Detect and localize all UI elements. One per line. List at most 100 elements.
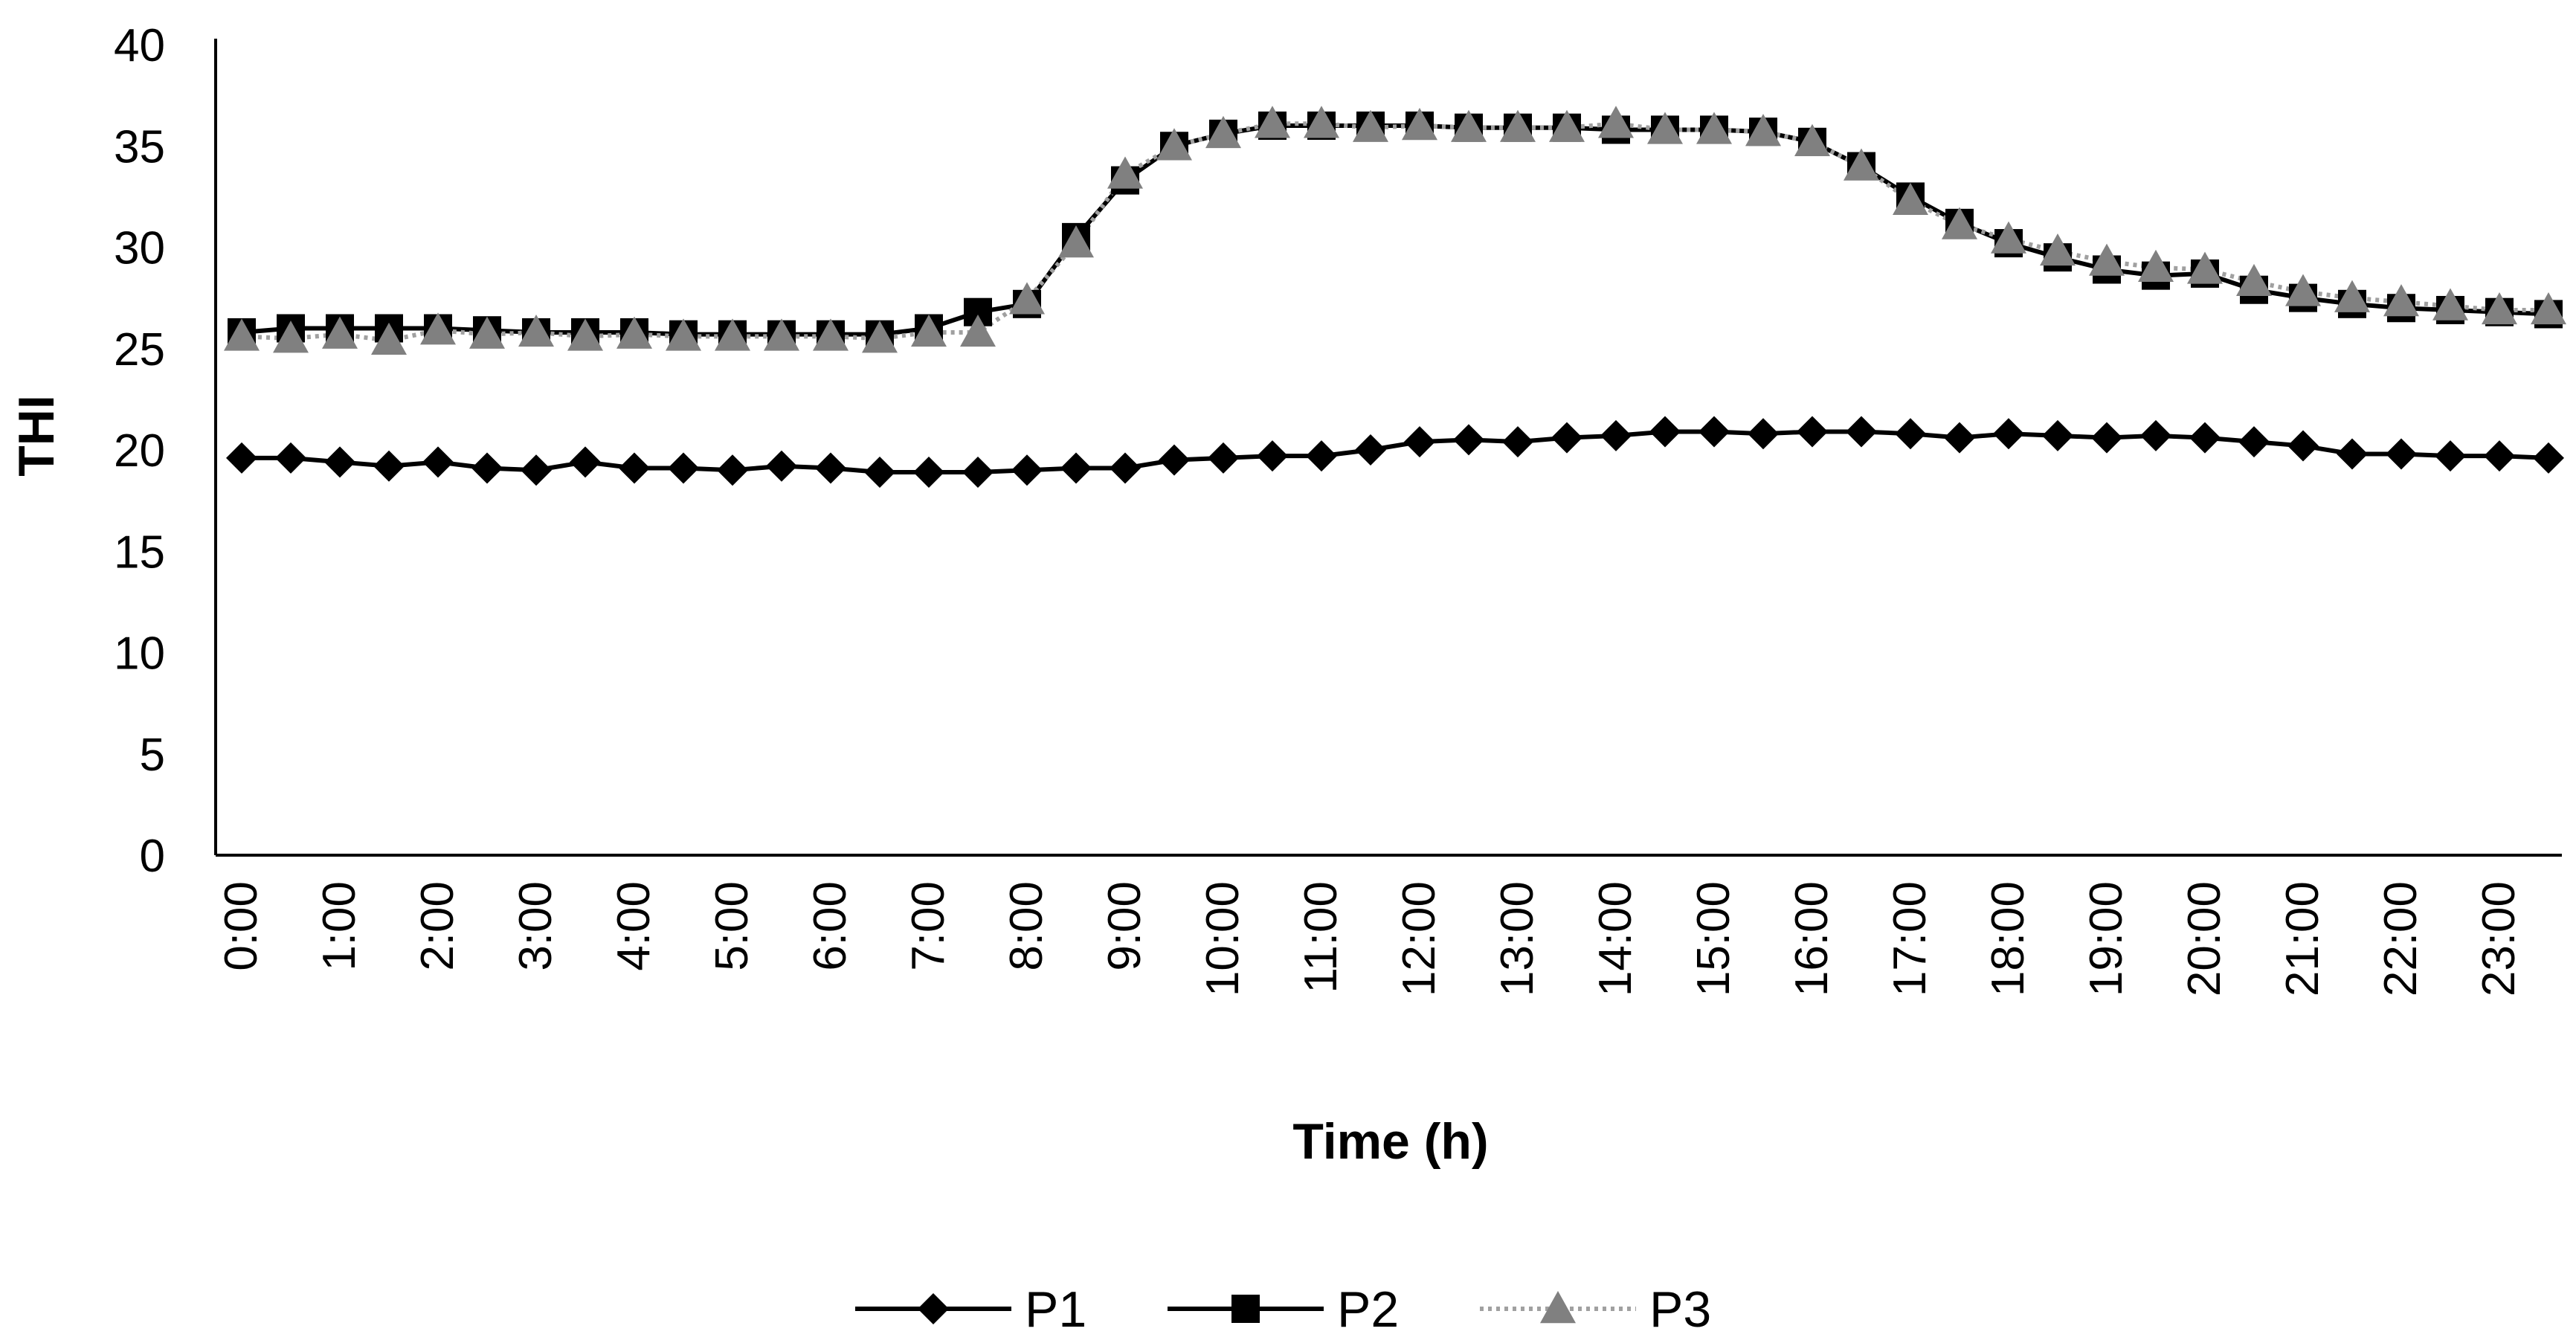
point-p1 — [815, 452, 846, 484]
point-p1 — [2287, 430, 2319, 462]
point-p1 — [1404, 426, 1435, 458]
series-markers — [224, 106, 2566, 488]
point-p1 — [1649, 416, 1681, 448]
point-p3 — [1696, 112, 1732, 144]
y-tick-label: 30 — [114, 223, 165, 274]
point-p1 — [668, 452, 699, 484]
legend-label: P1 — [1025, 1281, 1086, 1338]
point-p1 — [2238, 426, 2270, 458]
point-p3 — [2187, 251, 2223, 284]
point-p3 — [518, 314, 554, 347]
point-p3 — [1107, 156, 1143, 189]
legend-item-p3: P3 — [1480, 1281, 1711, 1338]
point-p3 — [2285, 274, 2321, 306]
x-tick-label: 4:00 — [608, 881, 660, 971]
y-tick-label: 25 — [114, 324, 165, 376]
point-p3 — [666, 318, 701, 351]
x-tick-label: 1:00 — [314, 881, 365, 971]
point-p3 — [1794, 123, 1830, 156]
point-p3 — [1451, 109, 1487, 142]
markers-p3 — [224, 106, 2566, 355]
y-tick-label: 15 — [114, 526, 165, 578]
markers-p2 — [228, 112, 2563, 349]
point-p3 — [960, 314, 996, 347]
legend-item-p1: P1 — [855, 1281, 1086, 1338]
x-tick-label: 13:00 — [1492, 881, 1543, 996]
point-p1 — [864, 456, 895, 488]
point-p3 — [1402, 108, 1437, 141]
point-p1 — [913, 456, 944, 488]
legend-item-p2: P2 — [1168, 1281, 1399, 1338]
x-tick-label: 20:00 — [2179, 881, 2230, 996]
point-p3 — [2383, 284, 2419, 317]
point-p3 — [1991, 221, 2026, 254]
x-tick-label: 5:00 — [706, 881, 758, 971]
point-p3 — [2040, 233, 2076, 266]
point-p1 — [2435, 440, 2466, 472]
point-p3 — [1304, 106, 1339, 138]
legend-marker — [918, 1293, 949, 1324]
point-p3 — [2334, 280, 2370, 312]
y-tick-label: 40 — [114, 20, 165, 71]
point-p1 — [1944, 422, 1975, 454]
point-p1 — [1306, 440, 1337, 472]
point-p1 — [2533, 442, 2564, 474]
point-p1 — [1797, 416, 1828, 448]
series-lines — [241, 121, 2549, 474]
point-p3 — [2089, 243, 2125, 276]
x-tick-labels: 0:00 1:00 2:00 3:00 4:00 5:00 6:00 7:00 8:00 9:00… — [216, 881, 2525, 996]
axes — [214, 39, 2562, 857]
point-p3 — [469, 316, 505, 349]
point-p1 — [373, 450, 405, 482]
point-p3 — [1009, 282, 1045, 315]
point-p1 — [1551, 422, 1582, 454]
point-p1 — [1159, 444, 1190, 476]
x-tick-label: 22:00 — [2375, 881, 2427, 996]
point-p3 — [371, 322, 407, 355]
legend-marker — [1540, 1291, 1576, 1324]
point-p1 — [521, 454, 552, 486]
point-p1 — [2337, 438, 2368, 470]
y-tick-label: 20 — [114, 425, 165, 477]
x-tick-label: 17:00 — [1884, 881, 1936, 996]
point-p1 — [471, 452, 503, 484]
x-tick-label: 0:00 — [216, 881, 267, 971]
point-p1 — [1993, 418, 2024, 450]
point-p1 — [1748, 418, 1779, 450]
point-p1 — [422, 446, 454, 478]
point-p3 — [567, 318, 603, 351]
x-tick-label: 11:00 — [1295, 881, 1347, 993]
point-p1 — [2189, 422, 2221, 454]
y-axis-title: THI — [8, 395, 65, 477]
point-p3 — [224, 318, 260, 351]
point-p1 — [2042, 419, 2073, 451]
x-tick-label: 6:00 — [805, 881, 856, 971]
point-p3 — [813, 318, 849, 351]
y-tick-labels: 0 5 10 15 20 25 30 35 40 — [114, 20, 165, 882]
x-tick-label: 12:00 — [1394, 881, 1445, 996]
x-tick-label: 16:00 — [1786, 881, 1838, 996]
series-line-p2 — [241, 123, 2549, 337]
point-p3 — [1598, 106, 1634, 138]
x-tick-label: 14:00 — [1590, 881, 1641, 996]
x-tick-label: 15:00 — [1688, 881, 1739, 996]
point-p1 — [1060, 452, 1092, 484]
point-p3 — [764, 318, 799, 351]
x-tick-label: 21:00 — [2277, 881, 2328, 996]
x-tick-label: 9:00 — [1099, 881, 1150, 971]
legend-label: P3 — [1649, 1281, 1711, 1338]
point-p3 — [273, 321, 309, 353]
point-p1 — [1355, 434, 1386, 466]
x-tick-label: 10:00 — [1197, 881, 1249, 996]
point-p3 — [1647, 112, 1683, 144]
point-p1 — [1895, 418, 1926, 450]
point-p3 — [862, 321, 898, 353]
point-p1 — [2140, 419, 2171, 451]
x-tick-label: 19:00 — [2081, 881, 2132, 996]
point-p3 — [616, 316, 652, 349]
point-p1 — [717, 454, 748, 486]
y-tick-label: 0 — [140, 831, 165, 882]
point-p3 — [2482, 292, 2517, 325]
point-p3 — [1500, 109, 1536, 142]
